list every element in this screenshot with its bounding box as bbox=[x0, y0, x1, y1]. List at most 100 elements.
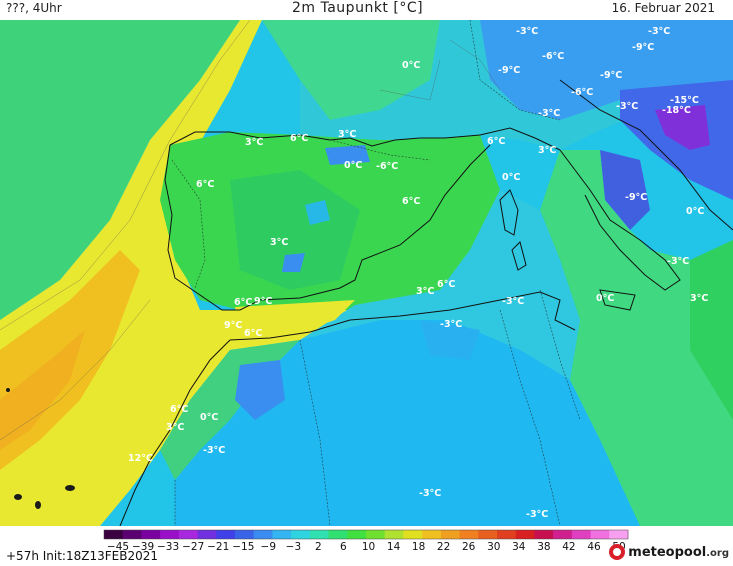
scale-tick-label: 6 bbox=[340, 541, 347, 553]
atlantic-islands bbox=[6, 388, 75, 509]
temp-label: -9°C bbox=[600, 70, 622, 81]
scale-swatch bbox=[309, 530, 330, 539]
scale-swatch bbox=[534, 530, 554, 539]
scale-swatch bbox=[235, 530, 255, 539]
scale-swatch bbox=[515, 530, 535, 539]
scale-swatch bbox=[216, 530, 236, 539]
scale-tick-label: 46 bbox=[587, 541, 601, 553]
temp-label: -6°C bbox=[376, 161, 398, 172]
scale-swatch bbox=[197, 530, 217, 539]
temp-label: -3°C bbox=[648, 26, 670, 37]
pyrenees-spot bbox=[325, 145, 370, 165]
temp-label: 6°C bbox=[290, 133, 308, 144]
scale-tick-label: −33 bbox=[157, 541, 180, 553]
temp-label: 0°C bbox=[200, 412, 218, 423]
scale-swatch bbox=[328, 530, 348, 539]
scale-tick-label: 34 bbox=[512, 541, 526, 553]
sahara-cyan bbox=[175, 320, 640, 526]
temp-label: 0°C bbox=[402, 60, 420, 71]
map-header: ???, 4Uhr 2m Taupunkt [°C] 16. Februar 2… bbox=[0, 0, 733, 20]
scale-swatch bbox=[609, 530, 629, 539]
scale-outline bbox=[103, 529, 629, 540]
warm-tongue-yellow bbox=[0, 20, 355, 526]
scale-swatch bbox=[384, 530, 404, 539]
scale-tick-label: 26 bbox=[462, 541, 476, 553]
scale-swatch bbox=[497, 530, 517, 539]
temp-label: -15°C bbox=[670, 95, 699, 106]
temp-label: -6°C bbox=[542, 51, 564, 62]
temp-label: -3°C bbox=[419, 488, 441, 499]
temperature-labels: -3°C -3°C -6°C -9°C 0°C -9°C -9°C -6°C -… bbox=[128, 26, 708, 520]
temp-label: -9°C bbox=[625, 192, 647, 203]
temp-label: 6°C bbox=[244, 328, 262, 339]
scale-tick-label: −9 bbox=[260, 541, 277, 553]
temp-label: 6°C bbox=[196, 179, 214, 190]
scale-swatch bbox=[347, 530, 367, 539]
scale-tick-label: 42 bbox=[562, 541, 576, 553]
ionian-green bbox=[690, 240, 733, 420]
logo-suffix: .org bbox=[706, 547, 729, 559]
scale-swatch bbox=[104, 530, 124, 539]
scale-tick-label: 30 bbox=[487, 541, 501, 553]
scale-swatch bbox=[440, 530, 461, 539]
scale-tick-label: 2 bbox=[315, 541, 322, 553]
temp-label: -3°C bbox=[667, 256, 689, 267]
atlantic-green-band bbox=[0, 20, 240, 320]
meseta-spot bbox=[305, 200, 330, 225]
isolines bbox=[0, 20, 501, 441]
scale-swatch bbox=[122, 530, 142, 539]
temp-label: -18°C bbox=[662, 105, 691, 116]
scale-tick-label: 14 bbox=[386, 541, 401, 553]
temp-label: -9°C bbox=[632, 42, 654, 53]
coldspot-purple bbox=[655, 105, 710, 150]
color-scale-bar bbox=[103, 529, 629, 540]
temp-label: -6°C bbox=[571, 87, 593, 98]
temp-label: 12°C bbox=[128, 453, 153, 464]
scale-swatch bbox=[403, 530, 423, 539]
scale-tick-label: −39 bbox=[132, 541, 155, 553]
borders bbox=[171, 20, 581, 526]
map-title: 2m Taupunkt [°C] bbox=[292, 0, 424, 16]
scale-swatch bbox=[253, 530, 273, 539]
scale-swatch bbox=[459, 530, 479, 539]
biscay-green bbox=[262, 20, 440, 120]
scale-tick-label: −15 bbox=[232, 541, 255, 553]
dewpoint-map[interactable]: -3°C -3°C -6°C -9°C 0°C -9°C -9°C -6°C -… bbox=[0, 20, 733, 526]
scale-swatch bbox=[571, 530, 592, 539]
atlas-blue bbox=[235, 360, 285, 420]
temp-label: 9°C bbox=[224, 320, 242, 331]
temp-label: 0°C bbox=[502, 172, 520, 183]
temp-label: 0°C bbox=[344, 160, 362, 171]
forecast-date: 16. Februar 2021 bbox=[611, 1, 715, 15]
model-run-info: +57h Init:18Z13FEB2021 bbox=[6, 549, 158, 563]
temp-label: -3°C bbox=[526, 509, 548, 520]
scale-tick-label: 10 bbox=[361, 541, 376, 553]
temp-label: -3°C bbox=[538, 108, 560, 119]
scale-swatch bbox=[590, 530, 610, 539]
scale-swatch bbox=[160, 530, 180, 539]
iberia-inner-green bbox=[230, 170, 360, 290]
temp-label: 3°C bbox=[245, 137, 263, 148]
temp-label: 3°C bbox=[166, 422, 184, 433]
scale-tick-label: 38 bbox=[537, 541, 551, 553]
alboran-yellow bbox=[235, 300, 355, 332]
temp-label: 9°C bbox=[254, 296, 272, 307]
scale-swatch bbox=[291, 530, 311, 539]
temp-label: 6°C bbox=[234, 297, 252, 308]
scale-swatch bbox=[422, 530, 442, 539]
warm-core-orange-2 bbox=[0, 330, 85, 450]
temp-label: 3°C bbox=[538, 145, 556, 156]
italy-green bbox=[540, 150, 733, 526]
temp-label: 6°C bbox=[487, 136, 505, 147]
meteopool-logo[interactable]: meteopool.org bbox=[608, 543, 729, 561]
scale-tick-label: 22 bbox=[436, 541, 451, 553]
temp-label: 6°C bbox=[170, 404, 188, 415]
temp-label: -3°C bbox=[203, 445, 225, 456]
scale-swatch bbox=[553, 530, 573, 539]
temp-label: -3°C bbox=[516, 26, 538, 37]
sierra-spot bbox=[282, 253, 305, 272]
temp-label: 3°C bbox=[338, 129, 356, 140]
temp-label: -3°C bbox=[502, 296, 524, 307]
temp-label: -3°C bbox=[616, 101, 638, 112]
temp-label: 3°C bbox=[270, 237, 288, 248]
